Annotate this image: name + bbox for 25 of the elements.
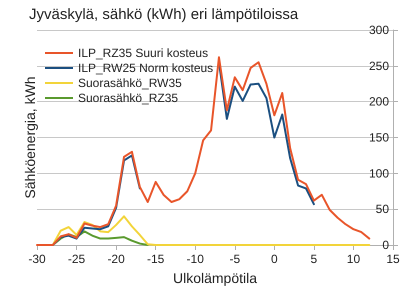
- x-tick-label: 5: [310, 252, 318, 266]
- x-tick-label: -30: [28, 252, 46, 266]
- x-tick-label: -5: [229, 252, 240, 266]
- x-tick-label: -25: [68, 252, 86, 266]
- y-tick-label: 100: [368, 166, 390, 180]
- x-tick-label: 10: [346, 252, 360, 266]
- y-tick-label: 150: [368, 130, 390, 144]
- y-axis-title: Sähköenergia, kWh: [22, 76, 38, 199]
- x-tick-label: -10: [186, 252, 204, 266]
- x-tick-label: -20: [107, 252, 126, 266]
- y-tick-label: 0: [382, 238, 390, 252]
- x-axis-title: Ulkolämpötila: [172, 270, 258, 286]
- line-series: [52, 215, 370, 246]
- x-tick-label: 0: [270, 252, 278, 266]
- y-tick-label: 50: [376, 202, 390, 216]
- chart-title: Jyväskylä, sähkö (kWh) eri lämpötiloissa: [29, 6, 299, 23]
- y-tick-label: 200: [368, 94, 390, 109]
- x-tick-label: -15: [146, 252, 165, 266]
- legend-label: Suorasähkö_RW35: [78, 76, 182, 90]
- y-tick-label: 300: [368, 23, 390, 37]
- legend-label: ILP_RW25 Norm kosteus: [78, 61, 214, 75]
- y-tick-label: 250: [368, 58, 390, 73]
- x-tick-label: 15: [386, 252, 400, 266]
- legend-label: ILP_RZ35 Suuri kosteus: [78, 46, 208, 60]
- legend-label: Suorasähkö_RZ35: [78, 91, 178, 105]
